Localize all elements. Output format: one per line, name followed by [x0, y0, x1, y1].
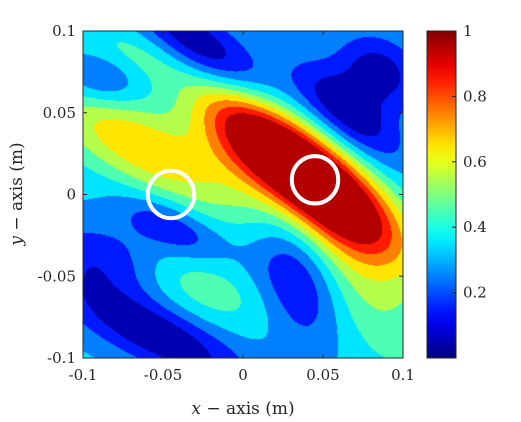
plot-area	[82, 30, 404, 359]
y-axis-label-var: y	[7, 236, 27, 247]
x-tick-label: 0.05	[306, 366, 339, 384]
contour-heatmap	[83, 31, 403, 358]
colorbar-tick-label: 0.8	[463, 87, 487, 105]
marker-layer	[145, 154, 341, 221]
y-tick-label: 0	[66, 186, 76, 204]
colorbar-tick-label: 1	[463, 22, 473, 40]
x-axis-label-text: − axis (m)	[201, 399, 295, 419]
y-tick-label: 0.05	[43, 104, 76, 122]
x-axis-ticks: -0.1 -0.05 0 0.05 0.1	[69, 31, 415, 384]
x-axis-label: x − axis (m)	[191, 399, 294, 419]
colorbar-tick-label: 0.2	[463, 284, 487, 302]
y-tick-label: 0.1	[52, 22, 76, 40]
colorbar-tick-label: 0.6	[463, 153, 487, 171]
colorbar-tick-label: 0.4	[463, 218, 487, 236]
x-axis-label-var: x	[191, 399, 201, 419]
y-axis-ticks: -0.1 -0.05 0 0.05 0.1	[38, 22, 403, 367]
marker-circle-2	[289, 154, 341, 206]
y-tick-label: -0.05	[38, 267, 76, 285]
colorbar-frame	[426, 30, 457, 359]
y-axis-label: y − axis (m)	[7, 142, 27, 246]
x-tick-label: -0.1	[69, 366, 98, 384]
y-tick-label: -0.1	[47, 349, 76, 367]
colorbar-ticks: 0.2 0.4 0.6 0.8 1	[452, 22, 487, 302]
marker-circle-1	[145, 168, 197, 221]
x-tick-label: -0.05	[144, 366, 182, 384]
x-tick-label: 0.1	[391, 366, 415, 384]
x-tick-label: 0	[238, 366, 248, 384]
colorbar-gradient	[427, 31, 456, 358]
colorbar: 0.2 0.4 0.6 0.8 1	[426, 22, 487, 359]
y-axis-label-text: − axis (m)	[7, 142, 27, 236]
